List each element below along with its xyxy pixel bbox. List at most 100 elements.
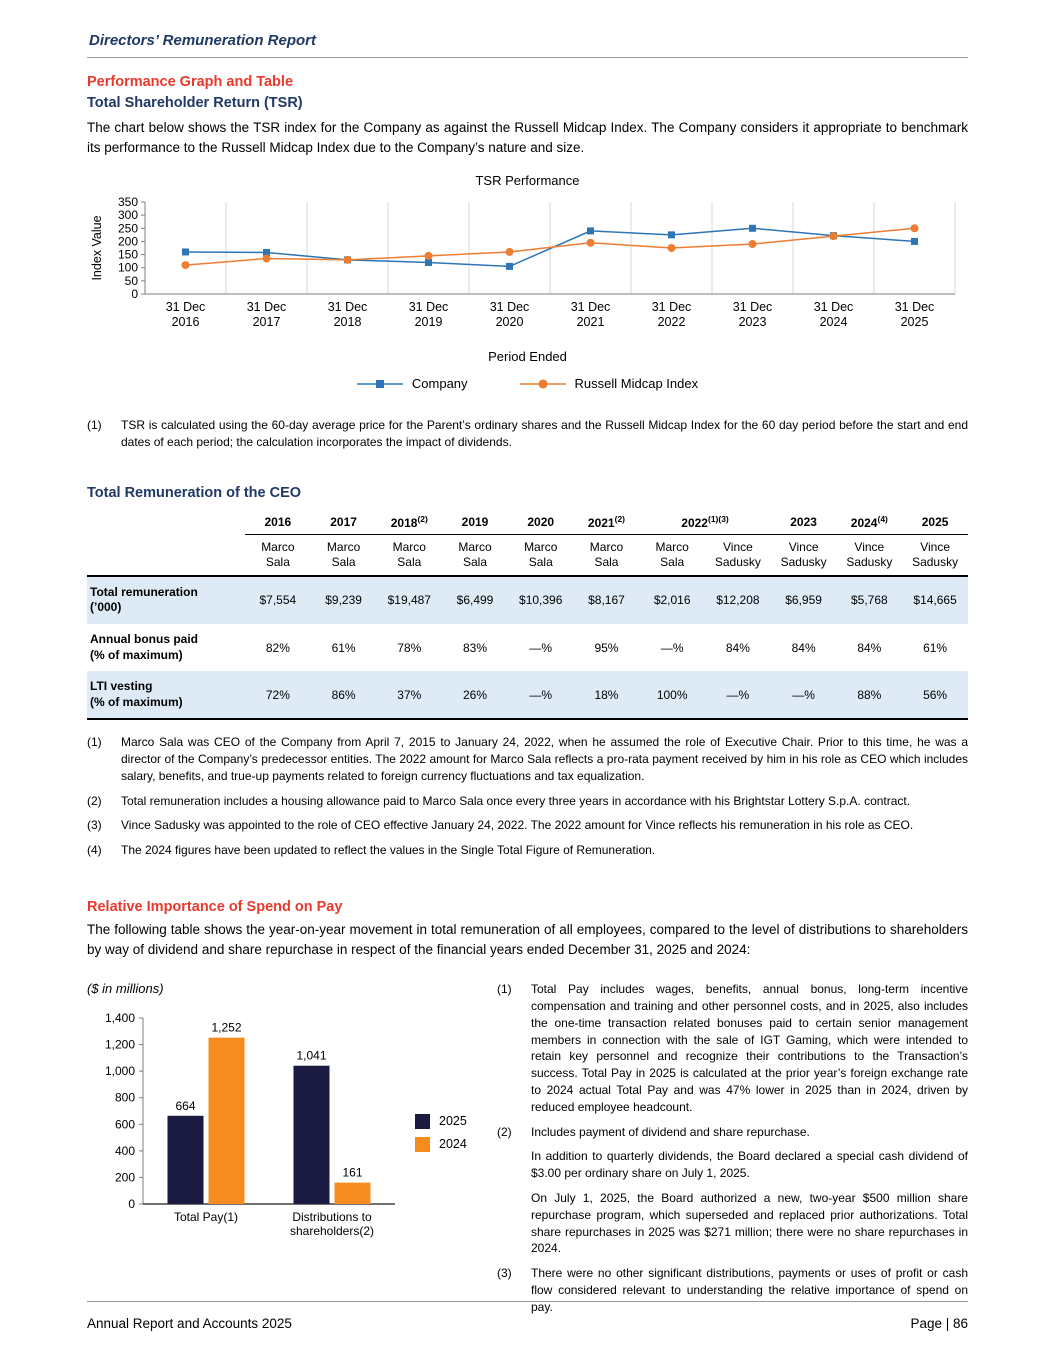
svg-text:31 Dec: 31 Dec — [895, 300, 935, 314]
legend-label: 2024 — [439, 1137, 467, 1152]
report-header-title: Directors’ Remuneration Report — [89, 32, 316, 49]
ceo-name-header: Marco Sala — [655, 539, 689, 569]
ceo-name-header: Vince Sadusky — [912, 539, 959, 569]
svg-text:150: 150 — [118, 248, 138, 262]
year-header: 2022(1)(3) — [639, 510, 771, 535]
legend-swatch — [415, 1136, 430, 1152]
footnote: (1) Marco Sala was CEO of the Company fr… — [87, 734, 968, 784]
legend-label: Russell Midcap Index — [574, 376, 699, 392]
footnote-text: There were no other significant distribu… — [531, 1265, 968, 1315]
spend-section-heading: Relative Importance of Spend on Pay — [87, 899, 343, 916]
footnote-text: Vince Sadusky was appointed to the role … — [121, 818, 914, 833]
page-content: Directors’ Remuneration Report Performan… — [87, 32, 968, 1323]
svg-text:400: 400 — [115, 1144, 135, 1158]
year-header: 2016 — [245, 510, 311, 535]
ceo-name-header: Marco Sala — [392, 539, 426, 569]
row-label: LTI vesting (% of maximum) — [87, 671, 245, 721]
table-cell: $6,499 — [442, 574, 508, 624]
tsr-chart: 0 50 100 150 200 250 300 350 31 Dec 2016 31 Dec 201… — [87, 190, 968, 345]
footnote: (2) Total remuneration includes a housin… — [87, 793, 968, 810]
footnote-text: The 2024 figures have been updated to re… — [121, 843, 656, 858]
svg-text:31 Dec: 31 Dec — [571, 300, 611, 314]
row-label: Total remuneration (’000) — [87, 574, 245, 624]
year-header: 2023 — [770, 510, 837, 535]
table-cell: $2,016 — [639, 574, 706, 624]
svg-text:161: 161 — [342, 1166, 362, 1180]
table-row: LTI vesting (% of maximum) 72% 86% 37% 26% —%… — [87, 671, 968, 721]
footnote: (3) There were no other significant dist… — [497, 1265, 968, 1315]
ceo-name-header: Vince Sadusky — [714, 539, 761, 569]
legend-item-2024: 2024 — [415, 1136, 467, 1152]
footnote: (3) Vince Sadusky was appointed to the r… — [87, 817, 968, 834]
footnote-number: (1) — [87, 418, 102, 433]
year-header: 2025 — [902, 510, 968, 535]
year-header: 2019 — [442, 510, 508, 535]
table-cell: 37% — [376, 671, 443, 721]
table-cell: 78% — [397, 640, 422, 655]
ceo-remuneration-table: 2016 2017 2018(2) 2019 2020 2021(2) 2022(1)(3)… — [87, 510, 968, 721]
table-cell: $5,768 — [836, 574, 903, 624]
svg-text:2024: 2024 — [820, 315, 848, 329]
svg-text:350: 350 — [118, 195, 138, 209]
footnote-number: (4) — [87, 843, 102, 858]
table-cell: $6,959 — [770, 574, 837, 624]
spend-bar-chart-svg: 0 200 400 600 800 1,000 1,200 1,400 664 1,041 1,25… — [105, 1011, 395, 1238]
year-header: 2017 — [310, 510, 377, 535]
bar-chart-row: 0 200 400 600 800 1,000 1,200 1,400 664 1,041 1,25… — [87, 1004, 487, 1261]
svg-text:31 Dec: 31 Dec — [247, 300, 287, 314]
table-row: Total remuneration (’000) $7,554 $9,239 $19… — [87, 574, 968, 624]
svg-text:800: 800 — [115, 1091, 135, 1105]
ceo-name-header: Marco Sala — [326, 539, 361, 569]
section-heading-performance: Performance Graph and Table — [87, 74, 294, 90]
table-cell: 26% — [442, 671, 508, 721]
ceo-name-header: Marco Sala — [524, 539, 558, 569]
footnote-number: (2) — [87, 793, 102, 808]
ceo-name-header: Marco Sala — [261, 539, 295, 569]
svg-text:Total Pay(1): Total Pay(1) — [174, 1210, 238, 1224]
year-header: 2021(2) — [573, 510, 640, 535]
footnote-text: TSR is calculated using the 60-day avera… — [121, 418, 968, 449]
ceo-name-header: Vince Sadusky — [780, 539, 827, 569]
spend-footnotes-column: (1) Total Pay includes wages, benefits, … — [487, 981, 968, 1323]
legend-item-2025: 2025 — [415, 1113, 467, 1129]
table-cell: $8,167 — [573, 574, 640, 624]
legend-item-russell-midcap-index: Russell Midcap Index — [519, 376, 699, 392]
svg-text:2018: 2018 — [334, 315, 362, 329]
table-cell: $9,239 — [310, 574, 377, 624]
footnote-text: Marco Sala was CEO of the Company from A… — [121, 735, 968, 783]
svg-text:2022: 2022 — [658, 315, 686, 329]
svg-text:250: 250 — [118, 221, 138, 235]
svg-text:2017: 2017 — [253, 315, 281, 329]
subheading-tsr: Total Shareholder Return (TSR) — [87, 95, 303, 111]
footnote-number: (3) — [497, 1266, 512, 1281]
footer-report-name: Annual Report and Accounts 2025 — [87, 1316, 292, 1331]
table-cell: 61% — [331, 640, 356, 655]
tsr-chart-block: TSR Performance 0 50 100 150 200 250 300 350 31 … — [87, 173, 968, 391]
legend-label: 2025 — [439, 1114, 467, 1129]
table-cell: $12,208 — [705, 574, 771, 624]
svg-text:100: 100 — [118, 261, 138, 275]
svg-text:0: 0 — [128, 1197, 135, 1211]
ceo-remuneration-section: Total Remuneration of the CEO 2016 2017 20… — [87, 485, 968, 859]
footer-page-number: Page | 86 — [910, 1316, 968, 1331]
table-cell: 82% — [265, 640, 290, 655]
legend-label: Company — [411, 376, 468, 392]
ceo-section-heading: Total Remuneration of the CEO — [87, 484, 302, 501]
legend-swatch — [415, 1113, 430, 1129]
footnote-number: (1) — [497, 982, 512, 997]
svg-text:31 Dec: 31 Dec — [166, 300, 206, 314]
footnote-paragraph: In addition to quarterly dividends, the … — [531, 1149, 968, 1181]
table-cell: —% — [529, 640, 553, 655]
spend-intro-paragraph: The following table shows the year-on-ye… — [87, 922, 968, 957]
svg-text:600: 600 — [115, 1117, 135, 1131]
svg-text:31 Dec: 31 Dec — [328, 300, 368, 314]
spend-chart-column: ($ in millions) 0 200 400 600 800 1,000 1,200 1… — [87, 981, 487, 1323]
svg-text:2019: 2019 — [415, 315, 443, 329]
table-cell: 84% — [857, 640, 882, 655]
svg-text:300: 300 — [118, 208, 138, 222]
svg-text:31 Dec: 31 Dec — [652, 300, 692, 314]
svg-text:1,041: 1,041 — [296, 1049, 326, 1063]
svg-text:1,200: 1,200 — [105, 1038, 135, 1052]
table-cell: 84% — [791, 640, 816, 655]
